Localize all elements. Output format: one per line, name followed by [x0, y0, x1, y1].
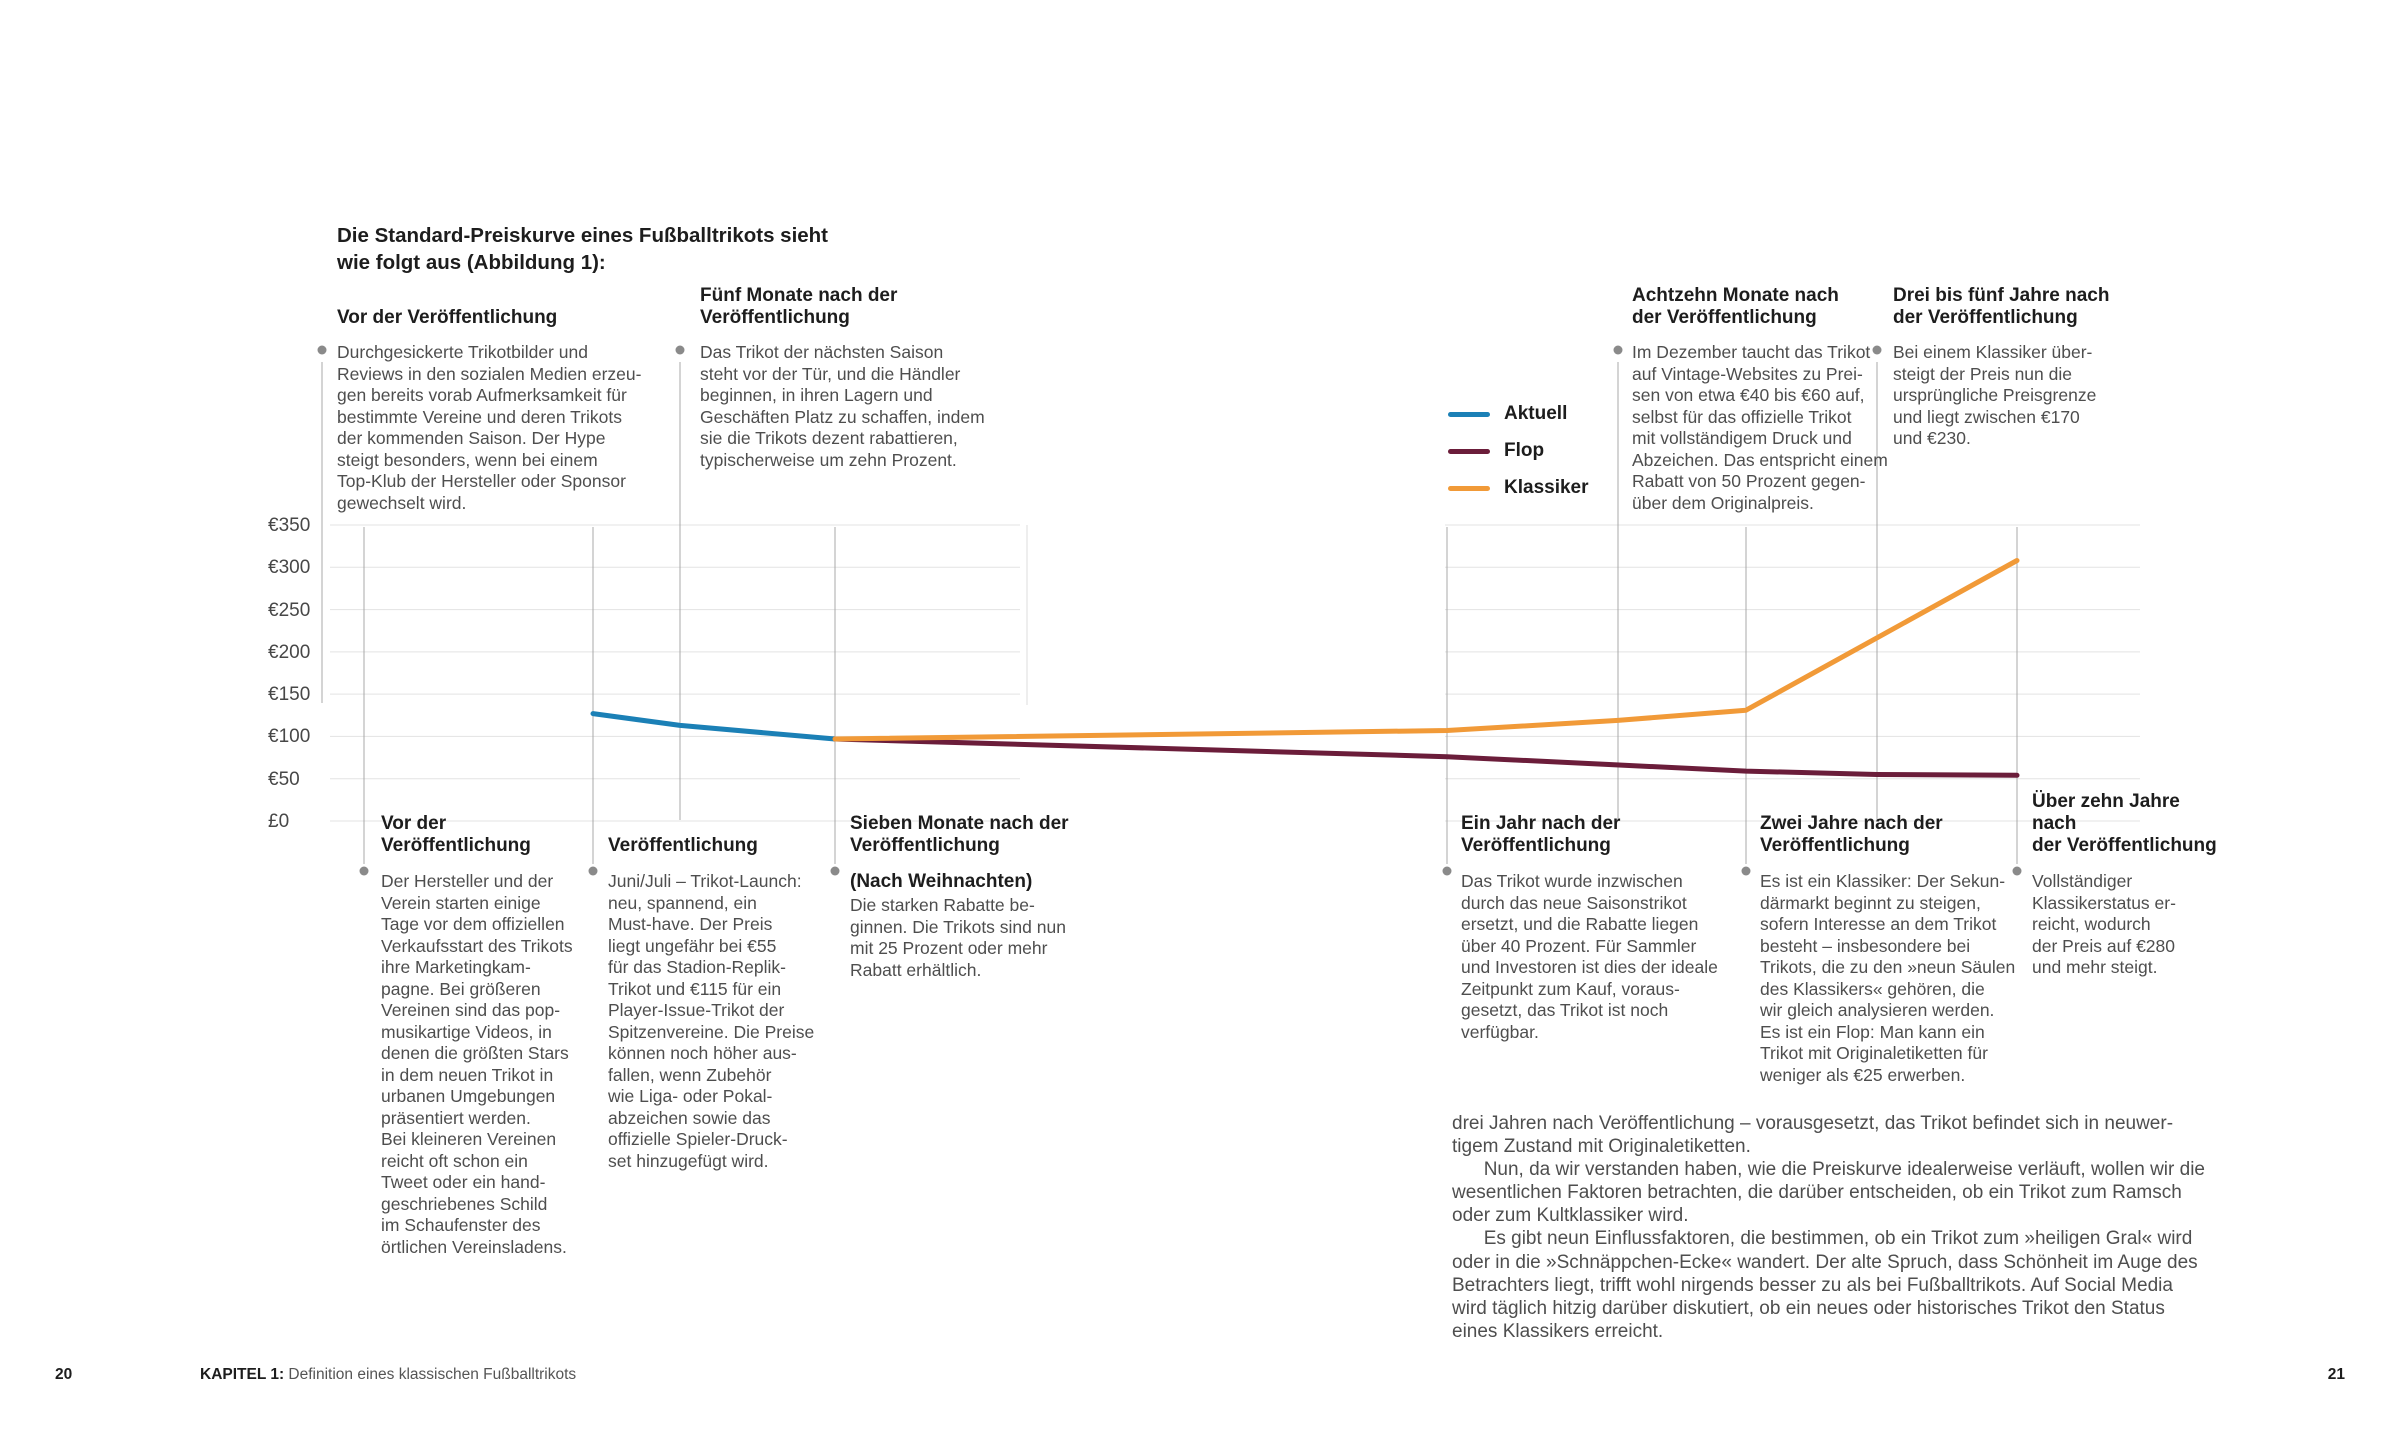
- chapter-footer: KAPITEL 1: Definition eines klassischen …: [200, 1366, 576, 1384]
- annotation-top-fuenf-monate: Fünf Monate nach der Veröffentlichung Da…: [700, 283, 1032, 471]
- annotation-bottom-vor-der-veroeffentlichung: Vor der Veröffentlichung Der Hersteller …: [381, 812, 589, 1258]
- annotation-heading: Über zehn Jahre nach der Veröffentlichun…: [2032, 791, 2217, 856]
- annotation-bottom-sieben-monate: Sieben Monate nach der Veröffentlichung …: [850, 812, 1090, 981]
- y-axis-tick-label: €250: [268, 599, 311, 621]
- annotation-bottom-zwei-jahre: Zwei Jahre nach der Veröffentlichung Es …: [1760, 812, 2032, 1086]
- figure-intro-title: Die Standard-Preiskurve eines Fußballtri…: [337, 224, 829, 274]
- annotation-heading: Zwei Jahre nach der Veröffentlichung: [1760, 813, 1943, 856]
- y-axis-tick-label: €200: [268, 641, 311, 663]
- legend-label: Klassiker: [1504, 477, 1589, 498]
- y-axis-tick-label: £0: [268, 811, 290, 832]
- legend-item-aktuell: Aktuell: [1448, 402, 1589, 426]
- annotation-bottom-ein-jahr: Ein Jahr nach der Veröffentlichung Das T…: [1461, 812, 1753, 1043]
- chapter-title: Definition eines klassischen Fußballtrik…: [284, 1366, 577, 1383]
- legend-label: Aktuell: [1504, 403, 1568, 424]
- annotation-body: Die starken Rabatte be- ginnen. Die Trik…: [850, 895, 1066, 980]
- legend-swatch-klassiker: [1448, 485, 1490, 491]
- chapter-label: KAPITEL 1:: [200, 1366, 285, 1383]
- legend-item-flop: Flop: [1448, 439, 1589, 463]
- y-axis-tick-label: €350: [268, 515, 311, 536]
- annotation-heading: Ein Jahr nach der Veröffentlichung: [1461, 813, 1621, 856]
- y-axis-tick-label: €50: [268, 768, 300, 790]
- annotation-subheading: (Nach Weihnachten): [850, 871, 1033, 892]
- annotation-top-achtzehn-monate: Achtzehn Monate nach der Veröffentlichun…: [1632, 283, 1894, 514]
- annotation-body: Das Trikot der nächsten Saison steht vor…: [700, 342, 985, 470]
- annotation-top-drei-bis-fuenf-jahre: Drei bis fünf Jahre nach der Veröffentli…: [1893, 283, 2138, 450]
- legend-swatch-aktuell: [1448, 411, 1490, 417]
- annotation-body: Es ist ein Klassiker: Der Sekun- därmark…: [1760, 871, 2016, 1085]
- annotation-heading: Sieben Monate nach der Veröffentlichung: [850, 813, 1069, 856]
- legend-label: Flop: [1504, 440, 1545, 461]
- y-axis-tick-label: €300: [268, 557, 311, 579]
- page-number-left: 20: [55, 1366, 73, 1383]
- annotation-heading: Achtzehn Monate nach der Veröffentlichun…: [1632, 285, 1839, 328]
- legend-swatch-flop: [1448, 448, 1490, 454]
- annotation-body: Der Hersteller und der Verein starten ei…: [381, 871, 573, 1257]
- annotation-body: Juni/Juli – Trikot-Launch: neu, spannend…: [608, 871, 815, 1171]
- annotation-body: Bei einem Klassiker über- steigt der Pre…: [1893, 342, 2097, 448]
- body-paragraph: drei Jahren nach Veröffentlichung – vora…: [1452, 1113, 2205, 1342]
- chart-legend: Aktuell Flop Klassiker: [1448, 402, 1589, 513]
- annotation-bottom-veroeffentlichung: Veröffentlichung Juni/Juli – Trikot-Laun…: [608, 812, 826, 1172]
- y-axis-tick-label: €150: [268, 684, 311, 706]
- annotation-body: Im Dezember taucht das Trikot auf Vintag…: [1632, 342, 1888, 513]
- page-number-right: 21: [2327, 1366, 2345, 1383]
- legend-item-klassiker: Klassiker: [1448, 476, 1589, 500]
- annotation-body: Durchgesickerte Trikotbilder und Reviews…: [337, 342, 642, 513]
- annotation-heading: Veröffentlichung: [608, 835, 758, 856]
- y-axis-tick-label: €100: [268, 726, 311, 748]
- annotation-bottom-ueber-zehn-jahre: Über zehn Jahre nach der Veröffentlichun…: [2032, 791, 2222, 979]
- annotation-heading: Vor der Veröffentlichung: [381, 813, 531, 856]
- annotation-heading: Drei bis fünf Jahre nach der Veröffentli…: [1893, 285, 2110, 328]
- annotation-body: Vollständiger Klassikerstatus er- reicht…: [2032, 871, 2176, 977]
- annotation-top-vor-der-veroeffentlichung: Vor der Veröffentlichung Durchgesickerte…: [337, 283, 659, 514]
- annotation-body: Das Trikot wurde inzwischen durch das ne…: [1461, 871, 1718, 1042]
- annotation-heading: Vor der Veröffentlichung: [337, 307, 558, 328]
- annotation-heading: Fünf Monate nach der Veröffentlichung: [700, 285, 898, 328]
